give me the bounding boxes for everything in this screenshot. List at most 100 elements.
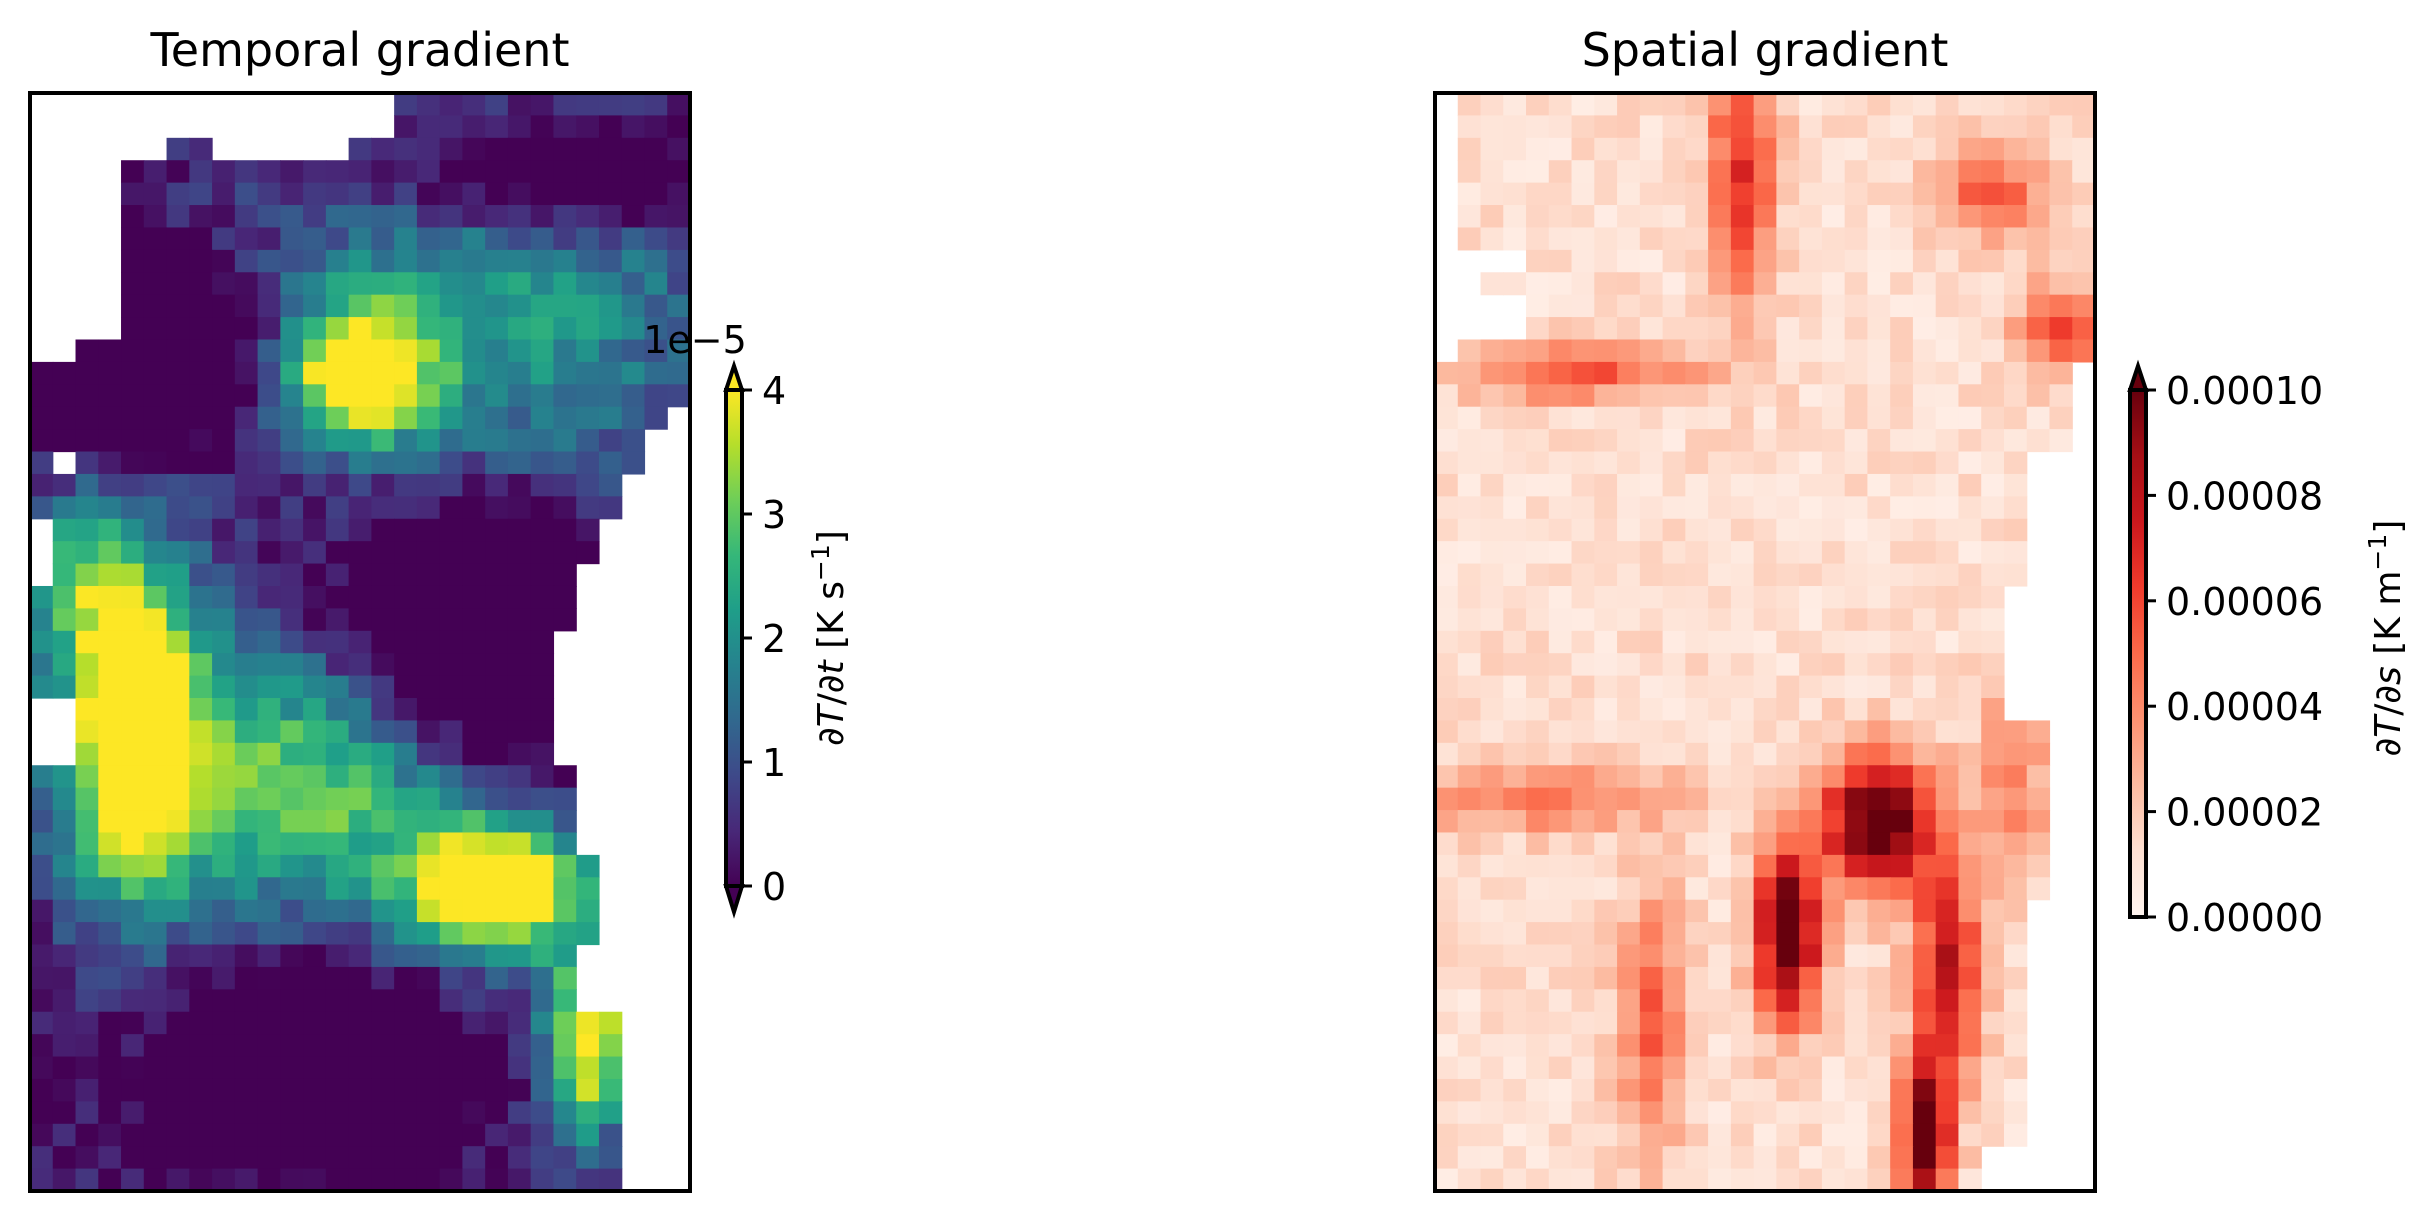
spatial-colorbar-outline [2128, 388, 2148, 919]
heatmap-cell [212, 563, 236, 587]
heatmap-cell [98, 989, 122, 1013]
heatmap-cell [1844, 563, 1869, 587]
heatmap-cell [1571, 294, 1595, 318]
heatmap-cell [30, 406, 54, 430]
heatmap-cell [1639, 810, 1664, 834]
heatmap-cell [52, 832, 77, 856]
heatmap-cell [462, 563, 486, 587]
heatmap-cell [1639, 1034, 1664, 1058]
heatmap-cell [462, 922, 486, 946]
heatmap-cell [1457, 1078, 1482, 1102]
heatmap-cell [1912, 1123, 1937, 1147]
heatmap-cell [485, 1123, 509, 1147]
heatmap-cell [1912, 675, 1937, 699]
heatmap-cell [576, 473, 600, 497]
heatmap-cell [1639, 339, 1664, 363]
heatmap-cell [1617, 1011, 1641, 1035]
heatmap-cell [1457, 451, 1482, 475]
heatmap-cell [121, 473, 145, 497]
heatmap-cell [30, 1034, 54, 1058]
heatmap-cell [1753, 1078, 1777, 1102]
heatmap-cell [121, 1146, 145, 1170]
heatmap-cell [75, 742, 99, 766]
heatmap-cell [462, 653, 486, 677]
heatmap-cell [1662, 496, 1686, 520]
heatmap-cell [166, 742, 190, 766]
heatmap-cell [1594, 989, 1618, 1013]
heatmap-cell [1685, 944, 1709, 968]
heatmap-cell [1730, 563, 1755, 587]
heatmap-cell [1981, 698, 2005, 722]
heatmap-cell [257, 384, 281, 408]
heatmap-cell [598, 361, 623, 385]
heatmap-cell [1662, 899, 1686, 923]
heatmap-cell [1890, 698, 1914, 722]
heatmap-cell [1617, 1146, 1641, 1170]
heatmap-cell [1503, 787, 1527, 811]
heatmap-cell [1708, 249, 1732, 273]
heatmap-cell [1594, 1034, 1618, 1058]
heatmap-cell [143, 473, 168, 497]
heatmap-cell [1776, 585, 1800, 609]
heatmap-cell [325, 451, 350, 475]
heatmap-cell [1799, 429, 1823, 453]
heatmap-cell [371, 406, 395, 430]
heatmap-cell [462, 1078, 486, 1102]
heatmap-cell [576, 877, 600, 901]
heatmap-cell [143, 518, 168, 542]
heatmap-cell [1981, 765, 2005, 789]
heatmap-cell [303, 1078, 327, 1102]
heatmap-cell [2003, 1078, 2028, 1102]
heatmap-cell [189, 429, 213, 453]
heatmap-cell [439, 451, 464, 475]
heatmap-cell [1435, 653, 1459, 677]
heatmap-cell [1867, 115, 1891, 139]
heatmap-cell [394, 249, 418, 273]
heatmap-cell [1571, 339, 1595, 363]
heatmap-cell [1617, 810, 1641, 834]
heatmap-cell [1981, 653, 2005, 677]
heatmap-cell [2003, 742, 2028, 766]
heatmap-cell [166, 339, 190, 363]
heatmap-cell [1708, 1078, 1732, 1102]
heatmap-cell [1480, 406, 1504, 430]
heatmap-cell [553, 608, 577, 632]
heatmap-cell [1776, 182, 1800, 206]
heatmap-cell [1708, 944, 1732, 968]
heatmap-cell [1844, 966, 1869, 990]
heatmap-cell [1844, 1123, 1869, 1147]
heatmap-cell [212, 317, 236, 341]
heatmap-cell [212, 1056, 236, 1080]
heatmap-cell [1503, 496, 1527, 520]
heatmap-cell [1912, 182, 1937, 206]
heatmap-cell [325, 518, 350, 542]
spatial-gradient-title: Spatial gradient [1582, 23, 1949, 77]
heatmap-cell [1867, 272, 1891, 296]
heatmap-cell [1821, 160, 1846, 184]
heatmap-cell [2003, 877, 2028, 901]
heatmap-cell [1912, 854, 1937, 878]
heatmap-cell [1685, 384, 1709, 408]
heatmap-cell [371, 698, 395, 722]
heatmap-cell [1571, 1034, 1595, 1058]
heatmap-cell [1662, 384, 1686, 408]
heatmap-cell [1548, 563, 1573, 587]
heatmap-cell [1480, 1146, 1504, 1170]
heatmap-cell [1639, 989, 1664, 1013]
heatmap-cell [1867, 765, 1891, 789]
heatmap-cell [485, 810, 509, 834]
heatmap-cell [598, 1101, 623, 1125]
heatmap-cell [52, 585, 77, 609]
heatmap-cell [1662, 227, 1686, 251]
heatmap-cell [2026, 227, 2051, 251]
heatmap-cell [485, 1078, 509, 1102]
heatmap-cell [1776, 317, 1800, 341]
heatmap-cell [1844, 832, 1869, 856]
heatmap-cell [280, 496, 304, 520]
heatmap-cell [98, 361, 122, 385]
heatmap-cell [1890, 518, 1914, 542]
heatmap-cell [2072, 227, 2096, 251]
heatmap-cell [30, 877, 54, 901]
heatmap-cell [1912, 541, 1937, 565]
heatmap-cell [121, 1056, 145, 1080]
